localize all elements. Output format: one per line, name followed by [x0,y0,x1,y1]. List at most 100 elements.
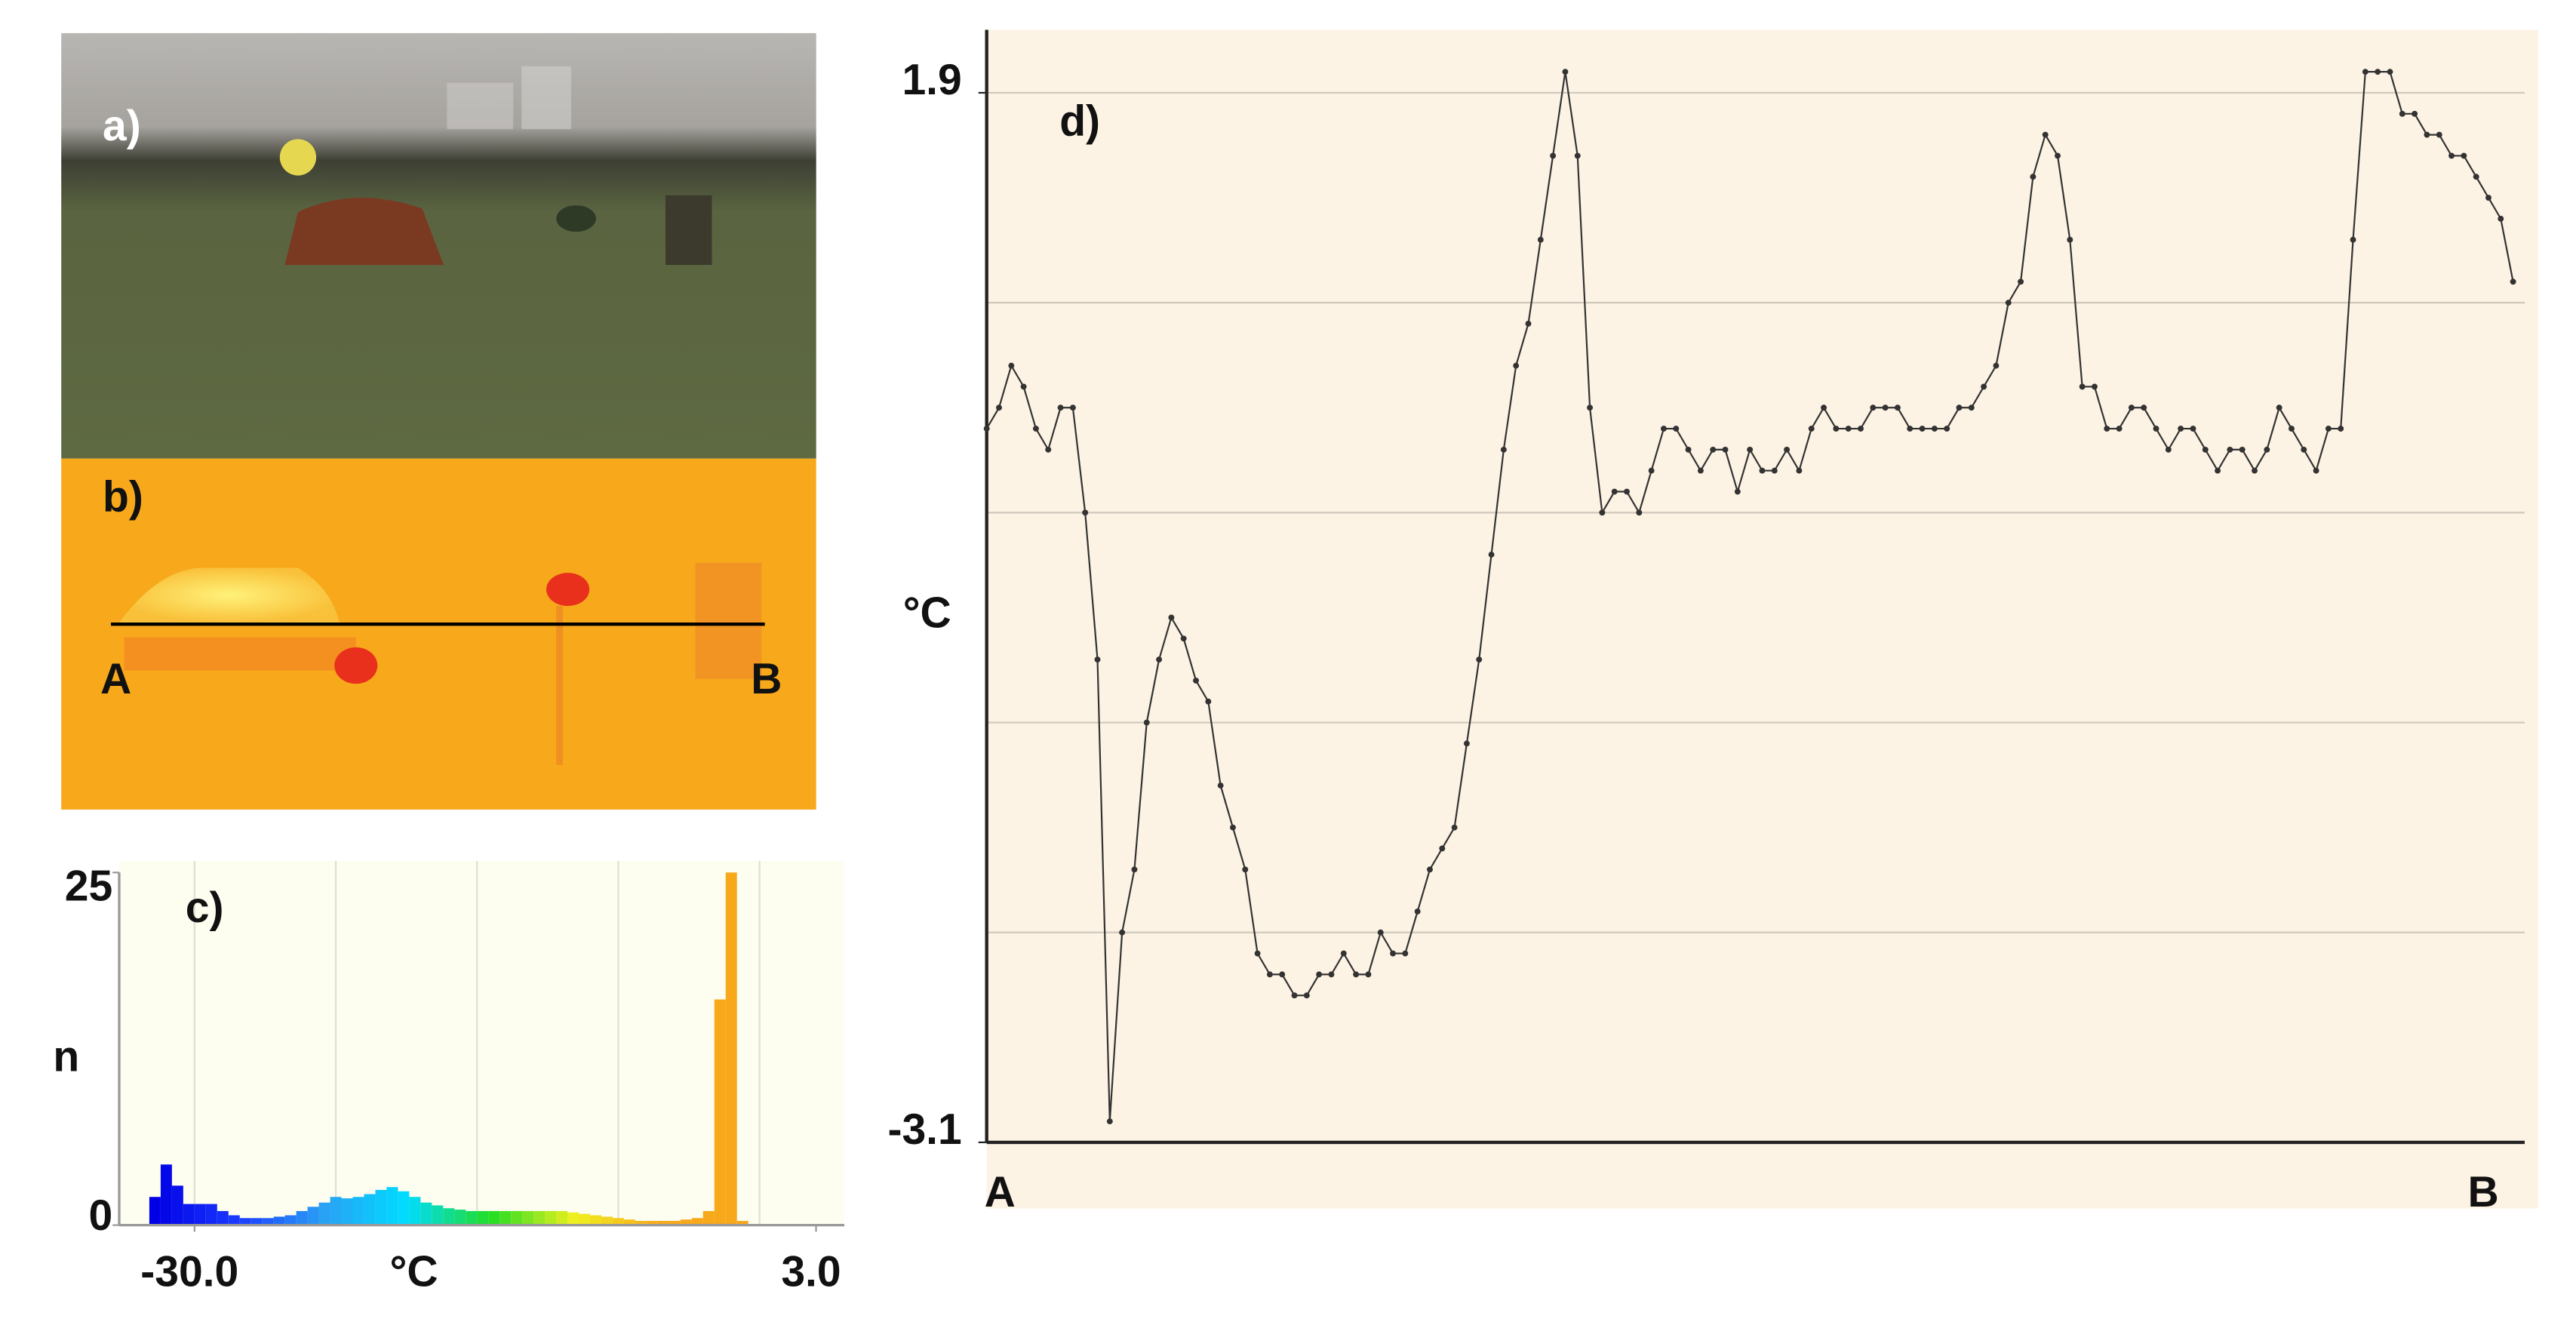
point [1747,446,1754,453]
x-end-label: A [985,1168,1016,1216]
point [1217,782,1224,789]
point [1328,971,1335,978]
bar [477,1210,489,1225]
point [1156,656,1163,663]
point [1094,656,1101,663]
bar [262,1218,274,1225]
point [1180,635,1187,642]
point [2116,426,2123,432]
point [1931,426,1938,432]
bar [420,1202,432,1225]
point [1525,321,1532,327]
point [2128,404,2135,411]
point [1106,1118,1113,1125]
point [1697,467,1704,474]
bar [556,1210,568,1225]
point [1648,467,1655,474]
y-axis-label: n [53,1032,79,1081]
point [1981,383,1987,390]
point [1488,552,1495,558]
y-tick-label: -3.1 [887,1105,961,1154]
point [1993,362,2000,369]
bar [691,1218,703,1225]
bar [194,1204,206,1225]
bar [454,1210,466,1225]
y-axis-label: °C [903,589,951,637]
bar [171,1185,183,1225]
bar [725,872,737,1225]
point [1008,362,1015,369]
point [1119,929,1126,936]
point [996,404,1002,411]
point [2190,426,2196,432]
point [1168,614,1175,621]
point [1944,426,1950,432]
point [1796,467,1803,474]
bar [330,1197,342,1225]
point [2399,110,2405,117]
point [1365,971,1372,978]
point [1759,467,1766,474]
point [2055,152,2061,159]
point [2042,131,2049,138]
bar [567,1212,579,1225]
bar [579,1213,591,1225]
bar [409,1197,421,1225]
point [1833,426,1840,432]
point [1722,446,1729,453]
point [1821,404,1827,411]
bar [680,1219,692,1225]
point [2301,446,2307,453]
bar [522,1210,534,1225]
panel-label: a) [103,102,141,150]
object [695,563,762,679]
bar [228,1215,240,1225]
point [1427,866,1433,873]
bar [239,1218,251,1225]
point [2313,467,2319,474]
point [1476,656,1483,663]
bar [375,1189,387,1225]
point [2276,404,2282,411]
x-axis-label: °C [390,1248,438,1296]
point [1685,446,1692,453]
bar [511,1210,523,1225]
point [1402,950,1409,957]
point [1377,929,1384,936]
point [1414,908,1421,915]
point [1710,446,1717,453]
pole [556,606,563,765]
x-tick-label: 3.0 [781,1248,841,1296]
bar [386,1187,398,1225]
point [1882,404,1889,411]
point [2325,426,2332,432]
point [1291,992,1298,999]
x-end-label: B [2468,1168,2499,1216]
bar [352,1197,364,1225]
bar [736,1221,749,1225]
point [1045,446,1052,453]
bar [296,1210,308,1225]
bar [545,1210,557,1225]
point [1562,69,1569,75]
point [1550,152,1557,159]
point [1661,426,1667,432]
bar [590,1215,601,1225]
point [2239,446,2246,453]
point [2202,446,2209,453]
point [1390,950,1396,957]
point [2387,69,2393,75]
point [1537,236,1544,243]
bar [466,1210,478,1225]
point [2091,383,2098,390]
point [1845,426,1852,432]
point [1771,467,1778,474]
point [2448,152,2455,159]
point [1956,404,1963,411]
point [1340,950,1347,957]
point [2227,446,2233,453]
point [2338,426,2344,432]
point [2252,467,2258,474]
y-tick-label: 0 [88,1191,112,1240]
